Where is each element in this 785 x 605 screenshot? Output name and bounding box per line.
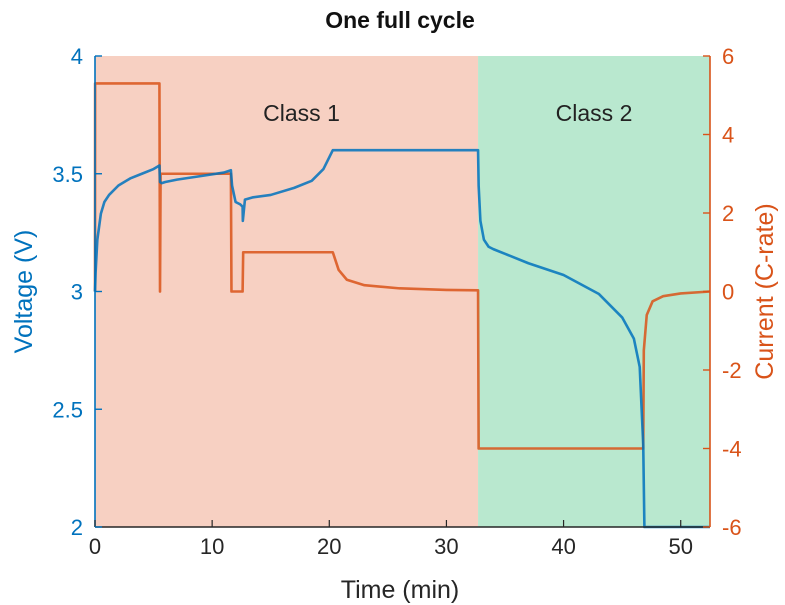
chart-title: One full cycle [325, 7, 475, 33]
y-left-axis-label: Voltage (V) [10, 230, 38, 354]
y-left-tick-label: 2.5 [52, 397, 83, 422]
x-tick-label: 0 [89, 534, 101, 559]
background-regions: Class 1 Class 2 [95, 56, 710, 527]
x-tick-label: 40 [551, 534, 575, 559]
y-right-tick-label: -6 [722, 515, 742, 540]
y-right-tick-label: 4 [722, 123, 734, 148]
y-right-tick-label: 6 [722, 44, 734, 69]
current-series-line [93, 82, 711, 450]
region-1-background [95, 56, 479, 527]
x-tick-label: 30 [434, 534, 458, 559]
y-left-tick-label: 2 [71, 515, 83, 540]
region-1-label: Class 1 [263, 100, 340, 126]
x-tick-label: 20 [317, 534, 341, 559]
y-right-axis-label: Current (C-rate) [751, 203, 779, 379]
y-right-tick-label: -4 [722, 437, 742, 462]
y-right-tick-label: -2 [722, 358, 742, 383]
y-left-tick-label: 3 [71, 280, 83, 305]
x-tick-label: 10 [200, 534, 224, 559]
y-right-tick-label: 0 [722, 280, 734, 305]
y-left-tick-label: 3.5 [52, 162, 83, 187]
x-axis-label: Time (min) [341, 576, 460, 604]
y-left-tick-label: 4 [71, 44, 83, 69]
region-2-label: Class 2 [556, 100, 633, 126]
y-right-tick-label: 2 [722, 201, 734, 226]
series-lines [93, 82, 711, 529]
x-tick-label: 50 [668, 534, 692, 559]
voltage-series-line [93, 148, 710, 529]
